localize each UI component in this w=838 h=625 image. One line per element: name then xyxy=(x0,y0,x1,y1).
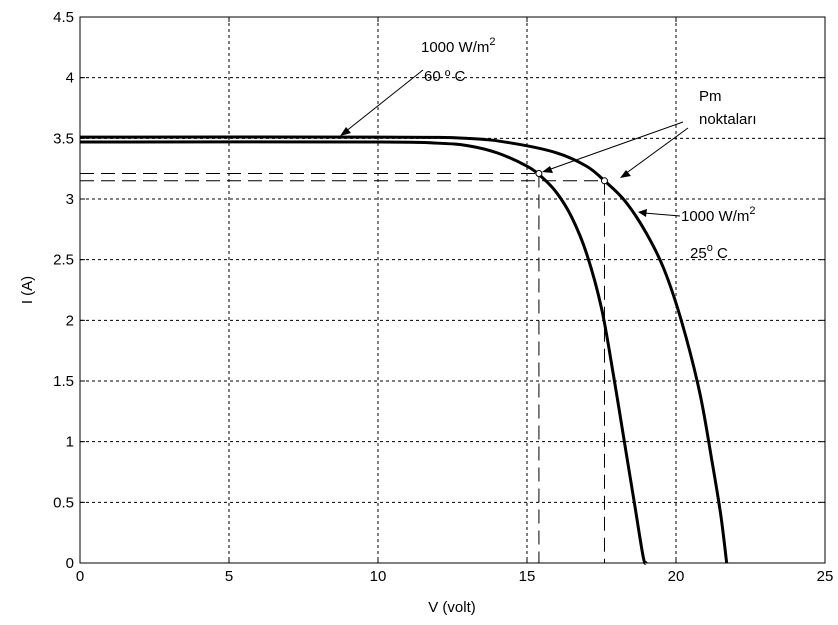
annotation-pointers xyxy=(340,69,689,217)
y-tick-label: 0 xyxy=(66,555,74,572)
x-axis-label: V (volt) xyxy=(428,599,476,616)
y-tick-label: 4 xyxy=(66,70,74,87)
iv-curve-2 xyxy=(79,135,729,564)
annotation-25c-irradiance-sup: 2 xyxy=(749,205,755,217)
x-tick-label: 25 xyxy=(817,568,834,585)
tick-layer: 0 5 10 15 20 25 0 0.5 1 1.5 2 2.5 3 3.5 4 4.5 xyxy=(53,9,833,585)
plot-frame xyxy=(79,16,826,564)
y-tick-label: 2 xyxy=(66,312,74,329)
y-axis-label: I (A) xyxy=(19,276,36,304)
x-tick-label: 10 xyxy=(370,568,387,585)
pm-marker-layer xyxy=(535,170,608,185)
pointer-60c xyxy=(344,69,424,133)
y-tick-label: 4.5 xyxy=(53,9,74,26)
annotation-25c-temp-value: 25 xyxy=(690,245,707,262)
y-tick-label: 3 xyxy=(66,191,74,208)
annotation-60c-irradiance: 1000 W/m2 xyxy=(421,36,495,56)
x-tick-label: 15 xyxy=(519,568,536,585)
pm-point-marker-2 xyxy=(600,177,608,185)
pm-guide-layer xyxy=(80,173,605,563)
annotation-25c-temperature: 25o C xyxy=(690,242,728,262)
pointer-pm-right-arrowhead xyxy=(620,170,631,178)
pointer-25c-arrowhead xyxy=(638,209,647,217)
y-tick-label: 1 xyxy=(66,434,74,451)
pointer-pm-right xyxy=(624,127,689,175)
annotation-60c-temperature: 60 º C xyxy=(424,68,465,85)
x-tick-label: 20 xyxy=(668,568,685,585)
pointer-pm-left-arrowhead xyxy=(542,166,553,173)
annotation-60c-irradiance-sup: 2 xyxy=(489,36,495,48)
iv-curve-1 xyxy=(79,140,648,565)
y-tick-label: 1.5 xyxy=(53,373,74,390)
y-tick-label: 2.5 xyxy=(53,252,74,269)
curve-layer xyxy=(79,135,729,565)
pointer-25c xyxy=(643,212,681,217)
x-tick-label: 0 xyxy=(76,568,84,585)
y-tick-label: 3.5 xyxy=(53,130,74,147)
annotation-pm-line2: noktaları xyxy=(699,111,757,128)
annotation-25c-temp-unit: C xyxy=(713,245,728,262)
annotation-25c-irradiance: 1000 W/m2 xyxy=(681,205,755,225)
annotation-25c-irradiance-text: 1000 W/m xyxy=(681,208,749,225)
annotation-25c-temp-sup: o xyxy=(707,242,713,254)
pm-point-marker-1 xyxy=(535,170,543,178)
pointer-60c-arrowhead xyxy=(340,127,351,136)
pointer-pm-left xyxy=(547,121,684,171)
x-tick-label: 5 xyxy=(225,568,233,585)
y-tick-label: 0.5 xyxy=(53,494,74,511)
annotation-pm-line1: Pm xyxy=(699,88,722,105)
annotation-60c-irradiance-text: 1000 W/m xyxy=(421,39,489,56)
